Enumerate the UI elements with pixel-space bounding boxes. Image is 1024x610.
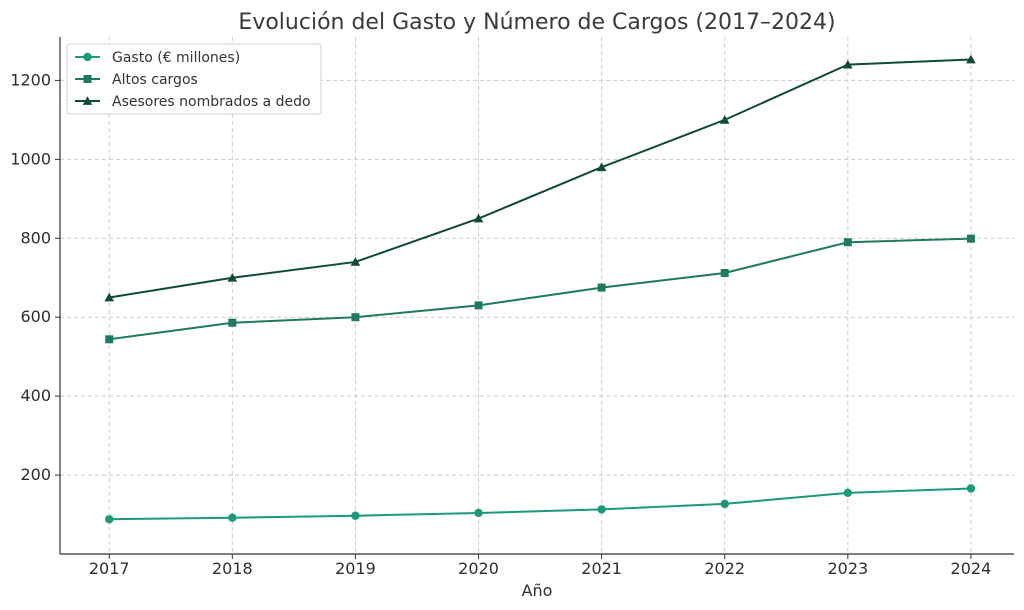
x-axis-label: Año — [522, 581, 553, 600]
x-tick-label: 2022 — [704, 559, 745, 578]
data-point — [105, 335, 114, 344]
data-point — [351, 313, 360, 322]
data-point — [843, 238, 852, 247]
y-tick-label: 400 — [20, 386, 51, 405]
data-point — [597, 505, 606, 514]
series-line — [109, 487, 971, 521]
legend: Gasto (€ millones) Altos cargos Asesores n… — [66, 43, 322, 115]
data-point — [351, 511, 360, 520]
data-point — [719, 115, 730, 124]
legend-marker — [83, 52, 92, 62]
series-group — [104, 54, 976, 302]
legend-marker — [82, 96, 93, 105]
data-point — [228, 513, 237, 522]
data-point — [966, 54, 976, 64]
grid-layer — [60, 37, 1014, 554]
x-tick-label: 2018 — [212, 559, 253, 578]
data-point — [597, 283, 606, 292]
y-tick-label: 1200 — [10, 70, 51, 89]
axes-layer: 2017 2018 2019 2020 2021 2022 2023 2024 200 400 60… — [10, 37, 1014, 578]
data-point — [104, 292, 115, 302]
data-point — [105, 515, 114, 524]
data-point — [966, 234, 975, 243]
data-point — [474, 301, 483, 310]
x-tick-label: 2019 — [335, 559, 376, 578]
series-line — [109, 58, 971, 299]
x-tick-label: 2021 — [581, 559, 622, 578]
series-group — [105, 484, 976, 524]
y-tick-label: 200 — [20, 465, 51, 484]
legend-marker — [83, 75, 92, 83]
x-tick-label: 2020 — [458, 559, 499, 578]
data-point — [843, 488, 853, 498]
data-point — [350, 257, 361, 266]
x-tick-label: 2017 — [89, 559, 130, 578]
data-point — [227, 272, 238, 282]
y-tick-label: 1000 — [10, 149, 51, 168]
legend-item: Altos cargos — [75, 72, 198, 88]
data-point — [596, 162, 607, 172]
legend-label: Asesores nombrados a dedo — [112, 94, 311, 110]
x-tick-label: 2024 — [951, 559, 992, 578]
legend-item: Asesores nombrados a dedo — [75, 94, 311, 110]
data-point — [474, 508, 483, 518]
data-point — [228, 318, 237, 327]
data-point — [720, 269, 729, 278]
data-point — [473, 213, 484, 223]
data-point — [720, 499, 729, 509]
data-point — [966, 484, 976, 493]
series-group — [105, 234, 975, 344]
chart-title: Evolución del Gasto y Número de Cargos (… — [238, 10, 835, 35]
y-tick-label: 800 — [20, 228, 51, 247]
data-point — [843, 59, 853, 69]
y-tick-label: 600 — [20, 307, 51, 326]
legend-label: Gasto (€ millones) — [112, 50, 240, 66]
x-tick-label: 2023 — [827, 559, 868, 578]
legend-box — [66, 43, 322, 115]
series-line — [109, 237, 971, 341]
series-layer — [104, 54, 976, 524]
legend-label: Altos cargos — [112, 72, 198, 88]
legend-item: Gasto (€ millones) — [75, 50, 240, 66]
